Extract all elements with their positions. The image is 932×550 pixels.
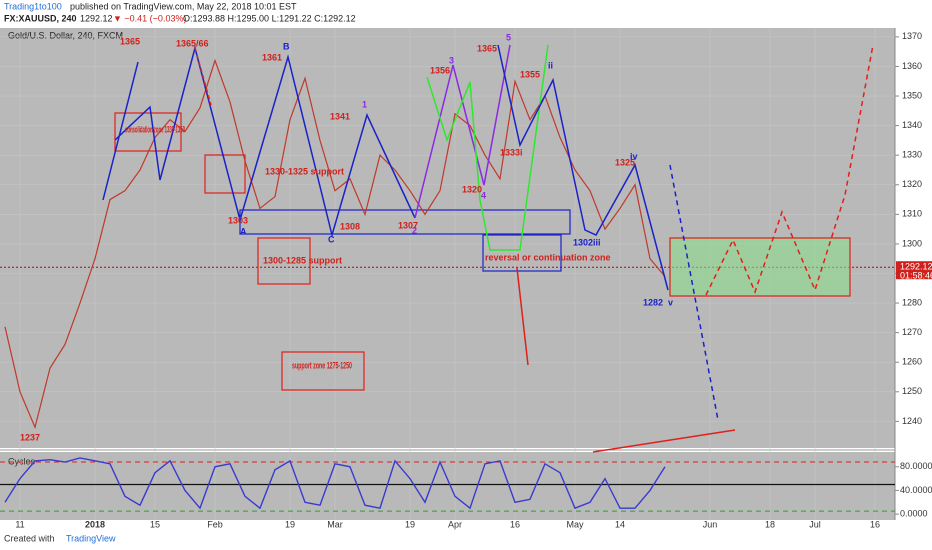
annotation: 1365 — [477, 43, 497, 53]
annotation: 1361 — [262, 52, 282, 62]
annotation: 1330-1325 support — [265, 166, 344, 176]
wave-line — [705, 44, 874, 296]
x-tick-label: Feb — [207, 519, 223, 529]
x-tick-label: 16 — [510, 519, 520, 529]
annotation: iv — [630, 151, 638, 161]
y-tick-label: 80.0000 — [900, 461, 932, 471]
y-tick-label: 1370 — [902, 31, 922, 41]
annotation: 1325 — [615, 157, 635, 167]
wave-line — [516, 267, 529, 366]
zone-box — [114, 112, 182, 152]
annotation: 1307 — [398, 220, 418, 230]
ohlc: O:1293.88 H:1295.00 L:1291.22 C:1292.12 — [183, 13, 356, 23]
publisher[interactable]: Trading1to100 — [4, 1, 62, 11]
annotation: 1303 — [228, 215, 248, 225]
annotation: 1 — [362, 99, 367, 109]
wave-line — [114, 45, 416, 238]
x-tick-label: 19 — [285, 519, 295, 529]
annotation: 1355 — [520, 69, 540, 79]
zone-box — [204, 154, 246, 194]
annotation: 4 — [481, 190, 486, 200]
x-tick-label: Mar — [327, 519, 343, 529]
zone-box — [257, 237, 311, 285]
annotation: A — [240, 226, 247, 236]
y-tick-label: 1320 — [902, 179, 922, 189]
x-tick-label: 19 — [405, 519, 415, 529]
y-tick-label: 1260 — [902, 357, 922, 367]
published: published on TradingView.com, May 22, 20… — [70, 1, 297, 11]
symbol: FX:XAUUSD, 240 — [4, 13, 77, 23]
annotation: 1333i — [500, 147, 523, 157]
annotation: 1320 — [462, 184, 482, 194]
change: ▼ −0.41 (−0.03%) — [113, 13, 186, 23]
wave-line — [592, 429, 736, 453]
zone-box — [281, 351, 365, 391]
annotation: 1237 — [20, 432, 40, 442]
annotation: v — [668, 297, 673, 307]
price-tag-label: 1292.12 — [900, 262, 932, 272]
annotation: 1308 — [340, 221, 360, 231]
price-line — [4, 58, 666, 430]
footer-created: Created with — [4, 533, 55, 543]
x-tick-label: 2018 — [85, 519, 105, 529]
annotation: consolidation zone 1330-1350 — [125, 124, 185, 134]
y-tick-label: 1330 — [902, 150, 922, 160]
annotation: 1302iii — [573, 237, 601, 247]
wave-line — [669, 164, 719, 421]
y-tick-label: 1280 — [902, 297, 922, 307]
y-tick-label: 1340 — [902, 120, 922, 130]
wave-line — [194, 47, 212, 106]
x-tick-label: Jul — [809, 519, 821, 529]
annotation: 1341 — [330, 111, 350, 121]
annotation: 1282 — [643, 297, 663, 307]
zone-box — [669, 237, 851, 297]
annotation: reversal or continuation zone — [485, 252, 611, 262]
y-tick-label: 1270 — [902, 327, 922, 337]
wave-line — [497, 44, 669, 291]
y-tick-label: 1350 — [902, 90, 922, 100]
y-tick-label: 1250 — [902, 386, 922, 396]
y-tick-label: 1360 — [902, 61, 922, 71]
annotation: 3 — [449, 55, 454, 65]
annotation: 1356 — [430, 65, 450, 75]
countdown: 01:58:46 — [900, 271, 932, 281]
wave-line — [414, 44, 511, 219]
annotation: B — [283, 41, 290, 51]
annotation: 2 — [412, 225, 417, 235]
annotation: C — [328, 234, 335, 244]
x-tick-label: 18 — [765, 519, 775, 529]
y-tick-label: 0.0000 — [900, 508, 928, 518]
price-tag — [896, 261, 932, 280]
x-tick-label: 15 — [150, 519, 160, 529]
annotation: 5 — [506, 32, 511, 42]
annotation: ii — [548, 60, 553, 70]
chart-title: Gold/U.S. Dollar, 240, FXCM — [8, 30, 123, 40]
x-tick-label: 11 — [15, 519, 24, 529]
annotation: 1365/66 — [176, 38, 209, 48]
wave-line — [102, 61, 139, 201]
y-tick-label: 1310 — [902, 209, 922, 219]
x-tick-label: Apr — [448, 519, 462, 529]
footer-brand[interactable]: TradingView — [66, 533, 116, 543]
annotation: 1365 — [120, 36, 140, 46]
wave-line — [426, 44, 549, 251]
annotation: support zone 1275-1250 — [292, 360, 352, 370]
annotation: 1300-1285 support — [263, 255, 342, 265]
x-tick-label: 14 — [615, 519, 625, 529]
y-tick-label: 40.0000 — [900, 485, 932, 495]
x-tick-label: 16 — [870, 519, 880, 529]
y-tick-label: 1300 — [902, 238, 922, 248]
y-tick-label: 1240 — [902, 416, 922, 426]
price-line — [4, 457, 666, 510]
cycles-title: Cycles — [8, 456, 36, 466]
x-tick-label: May — [566, 519, 584, 529]
last: 1292.12 — [80, 13, 113, 23]
x-tick-label: Jun — [703, 519, 718, 529]
